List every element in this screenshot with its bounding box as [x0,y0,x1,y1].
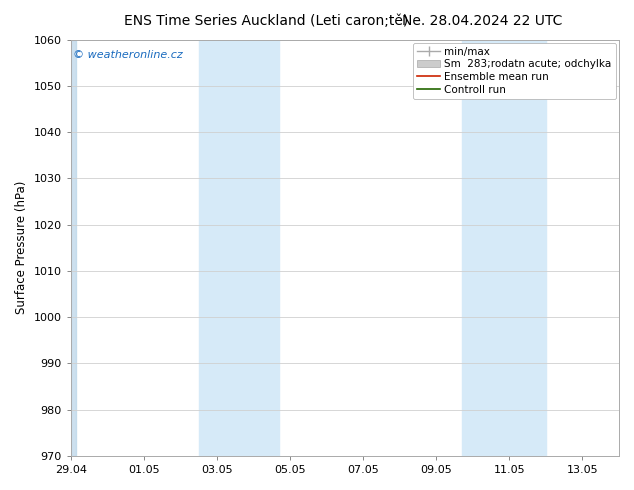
Text: ENS Time Series Auckland (Leti caron;tě): ENS Time Series Auckland (Leti caron;tě) [124,14,408,28]
Bar [71,40,76,456]
Bar [462,40,546,456]
Y-axis label: Surface Pressure (hPa): Surface Pressure (hPa) [15,181,28,315]
Bar [198,40,279,456]
Text: Ne. 28.04.2024 22 UTC: Ne. 28.04.2024 22 UTC [402,14,562,28]
Text: © weatheronline.cz: © weatheronline.cz [74,50,183,60]
Legend: min/max, Sm  283;rodatn acute; odchylka, Ensemble mean run, Controll run: min/max, Sm 283;rodatn acute; odchylka, … [413,43,616,99]
